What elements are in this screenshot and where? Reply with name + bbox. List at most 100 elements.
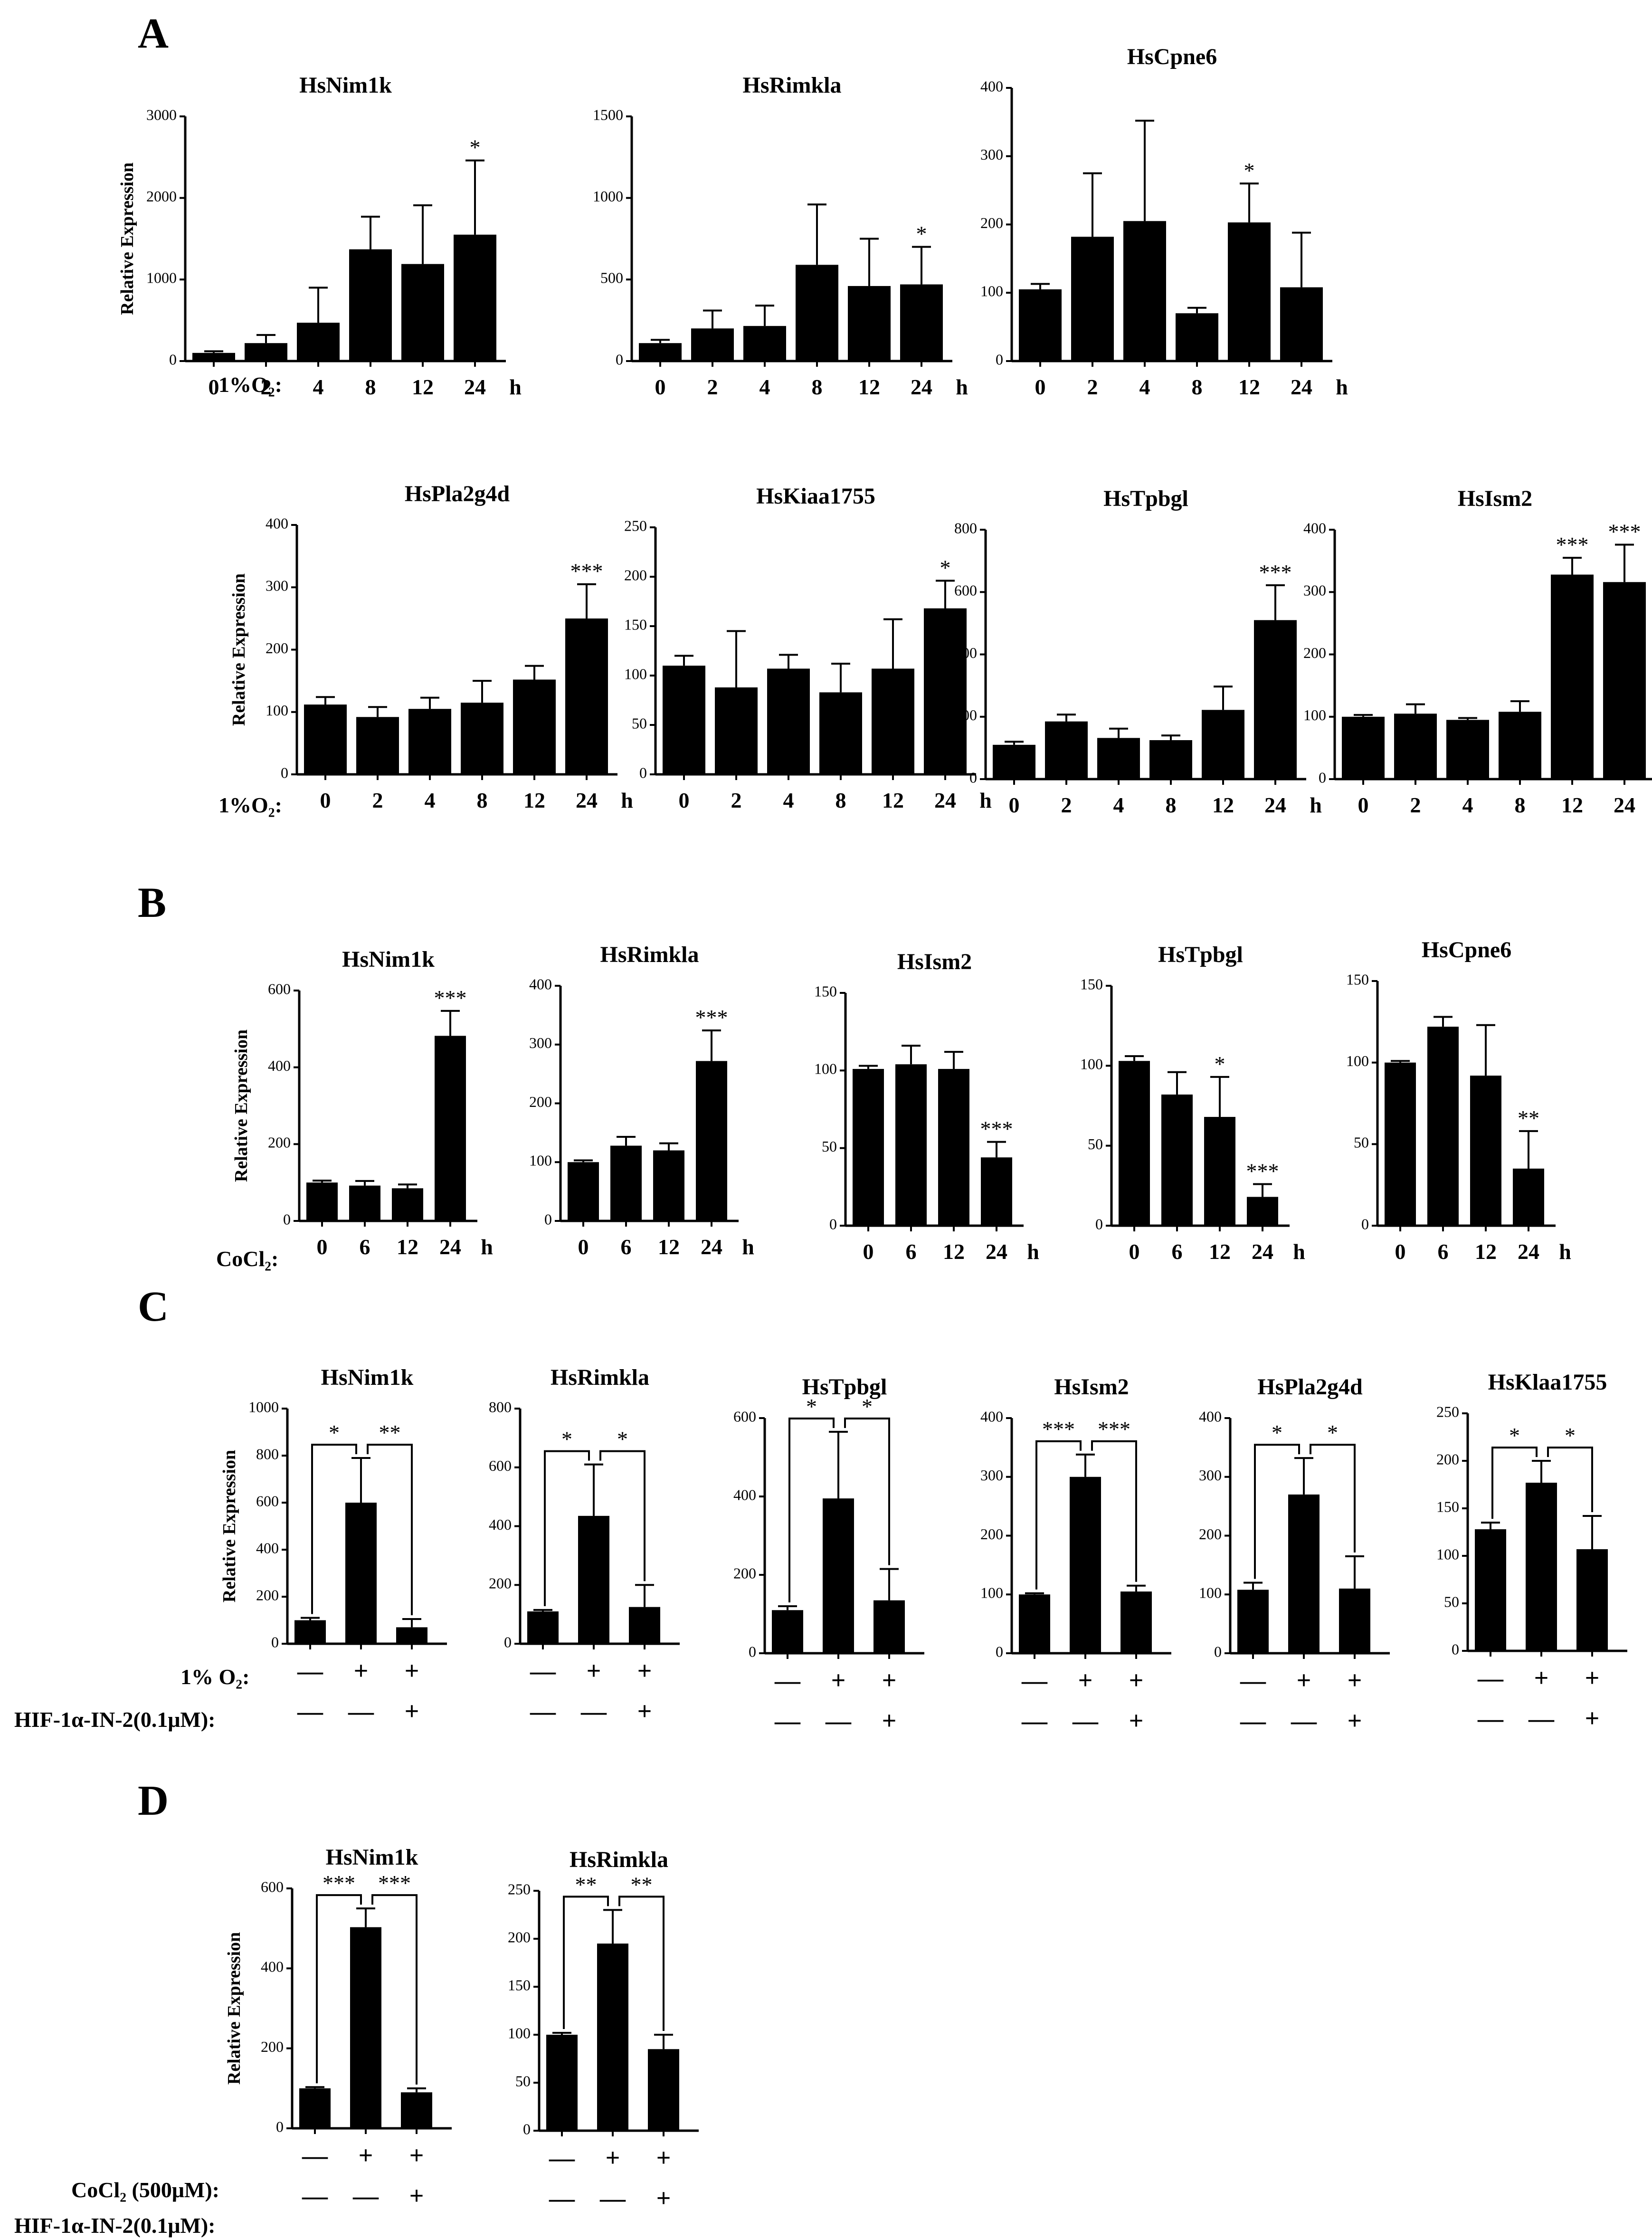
chart-title: HsPla2g4d (1257, 1374, 1363, 1400)
x-tick-label: 24 (1518, 1239, 1539, 1264)
y-tick-label: 0 (169, 351, 177, 368)
y-tick-label: 0 (749, 1643, 756, 1660)
condition-sign: + (1078, 1666, 1093, 1695)
bar (408, 709, 451, 774)
x-tick-label: 2 (1087, 375, 1098, 399)
y-tick-label: 0 (996, 351, 1003, 368)
significance-label: *** (1246, 1159, 1279, 1183)
significance-bracket (544, 1450, 590, 1606)
bar (715, 687, 758, 774)
y-tick-label: 250 (1436, 1403, 1459, 1420)
inhibitor-sign: — (580, 1697, 607, 1725)
y-tick-label: 1000 (146, 269, 177, 286)
significance-label: * (916, 222, 927, 246)
y-tick-label: 250 (624, 517, 647, 534)
x-tick-label: 24 (701, 1235, 722, 1259)
y-tick-label: 800 (954, 519, 977, 536)
chart-title: HsNim1k (326, 1845, 418, 1870)
x-unit-label: h (1293, 1239, 1305, 1264)
bar (565, 618, 608, 774)
x-tick-label: 24 (1291, 375, 1312, 399)
x-tick-label: 24 (1252, 1239, 1273, 1264)
x-tick-label: 6 (360, 1235, 370, 1259)
x-tick-label: 2 (707, 375, 718, 399)
panel-label-d: D (138, 1777, 169, 1824)
y-tick-label: 400 (954, 644, 977, 661)
y-tick-label: 400 (1199, 1408, 1222, 1425)
significance-label: ** (1518, 1106, 1539, 1130)
x-tick-label: 0 (320, 788, 331, 812)
bar (648, 2049, 679, 2131)
condition-sign: + (354, 1657, 369, 1685)
y-tick-label: 0 (523, 2120, 531, 2137)
chart-title: HsRimkla (742, 73, 841, 98)
significance-bracket (599, 1450, 646, 1582)
bar (1019, 1594, 1050, 1653)
y-tick-label: 400 (256, 1539, 279, 1556)
y-tick-label: 100 (980, 1584, 1003, 1601)
significance-label: * (1327, 1420, 1338, 1445)
row-label-o2-c: 1% O₂: (180, 1665, 249, 1689)
x-tick-label: 0 (1395, 1239, 1406, 1264)
y-axis-label: Relative Expression (219, 1450, 239, 1602)
y-tick-label: 0 (281, 764, 288, 781)
y-axis-label: Relative Expression (231, 1029, 251, 1182)
bar (1339, 1588, 1370, 1653)
inhibitor-sign: + (637, 1697, 652, 1725)
row-label-inhibitor-c: HIF-1α-IN-2(0.1μM): (14, 1707, 215, 1732)
bar (401, 264, 444, 361)
significance-label: * (1509, 1423, 1520, 1448)
y-tick-label: 100 (1346, 1052, 1369, 1069)
bar (245, 343, 287, 361)
y-tick-label: 400 (529, 975, 552, 992)
x-tick-label: 2 (372, 788, 383, 812)
bar (1551, 574, 1594, 779)
bar (1475, 1529, 1506, 1651)
row-label-o2-a2: 1%O₂: (218, 793, 282, 817)
significance-label: *** (378, 1871, 411, 1895)
significance-bracket (1491, 1447, 1538, 1519)
x-tick-label: 8 (835, 788, 846, 812)
bar (1576, 1549, 1608, 1651)
y-tick-label: 200 (261, 2038, 284, 2055)
bar (1526, 1483, 1557, 1651)
significance-label: *** (1042, 1417, 1075, 1441)
y-tick-label: 200 (1303, 644, 1326, 661)
inhibitor-sign: — (1021, 1706, 1048, 1735)
x-tick-label: 24 (464, 375, 486, 399)
bar (1045, 721, 1088, 779)
x-tick-label: 0 (578, 1235, 589, 1259)
x-tick-label: 12 (1475, 1239, 1497, 1264)
y-tick-label: 0 (829, 1215, 837, 1232)
inhibitor-sign: — (1477, 1704, 1504, 1733)
x-tick-label: 4 (783, 788, 794, 812)
y-tick-label: 1000 (248, 1398, 279, 1415)
condition-sign: + (409, 2141, 424, 2170)
condition-sign: + (1585, 1664, 1600, 1692)
bar (1228, 222, 1271, 361)
y-tick-label: 100 (980, 283, 1003, 300)
significance-label: * (862, 1394, 873, 1419)
bar (873, 1600, 905, 1653)
y-tick-label: 0 (283, 1210, 291, 1228)
bar (1603, 582, 1646, 779)
chart-title: HsRimkla (551, 1365, 649, 1390)
x-tick-label: 12 (658, 1235, 680, 1259)
chart-title: HsIsm2 (1054, 1374, 1129, 1400)
bar (294, 1620, 326, 1644)
y-tick-label: 0 (969, 769, 977, 786)
row-label-cocl2-b: CoCl₂: (216, 1247, 278, 1271)
inhibitor-sign: + (409, 2182, 424, 2210)
y-tick-label: 300 (529, 1034, 552, 1051)
significance-label: ** (631, 1872, 653, 1896)
chart-title: HsCpne6 (1127, 44, 1217, 69)
x-unit-label: h (509, 375, 522, 399)
bar (1071, 237, 1114, 361)
x-unit-label: h (742, 1235, 754, 1259)
y-tick-label: 100 (814, 1060, 837, 1077)
x-unit-label: h (1310, 793, 1322, 817)
bar (1342, 716, 1385, 779)
bar (1070, 1477, 1101, 1653)
bar (297, 323, 340, 361)
inhibitor-sign: + (1348, 1706, 1362, 1735)
